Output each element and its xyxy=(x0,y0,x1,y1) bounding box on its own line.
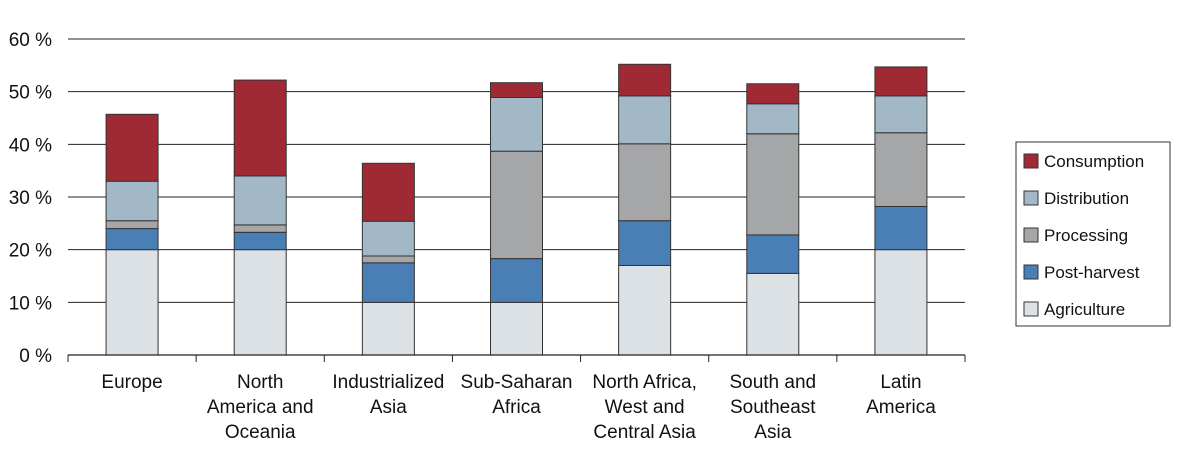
category-label: Latin xyxy=(880,372,921,393)
bar-segment-post-harvest xyxy=(490,258,543,303)
bar-segment-agriculture xyxy=(361,301,415,356)
bar-segment-processing xyxy=(618,143,672,222)
bar-segment-processing xyxy=(105,220,159,230)
legend: Consumption Distribution Processing Post-ha… xyxy=(1015,141,1171,327)
bar-segment-distribution xyxy=(874,95,928,134)
bar-segment-consumption xyxy=(490,82,543,98)
category-label: Industrialized xyxy=(332,372,444,393)
category-label: Asia xyxy=(754,422,791,443)
bar-segment-post-harvest xyxy=(361,262,415,303)
category-label: Southeast xyxy=(730,397,816,418)
bar-segment-post-harvest xyxy=(746,234,800,274)
category-label: America and xyxy=(207,397,314,418)
legend-label: Consumption xyxy=(1044,152,1144,171)
y-tick-label: 20 % xyxy=(9,241,52,262)
legend-label: Agriculture xyxy=(1044,300,1125,319)
bar-segment-processing xyxy=(233,224,287,233)
bar-segment-processing xyxy=(874,132,928,207)
legend-box xyxy=(1015,141,1171,327)
category-label: America xyxy=(866,397,936,418)
bar-segment-agriculture xyxy=(490,301,543,356)
bar-segment-agriculture xyxy=(105,249,159,356)
bar-segment-consumption xyxy=(233,79,287,177)
y-tick-label: 10 % xyxy=(9,293,52,314)
legend-swatch xyxy=(1023,190,1039,206)
bars xyxy=(105,63,928,356)
category-label: Central Asia xyxy=(593,422,696,443)
category-label: West and xyxy=(605,397,685,418)
category-label: South and xyxy=(729,372,816,393)
bar-segment-consumption xyxy=(361,162,415,222)
category-label: North Africa, xyxy=(592,372,697,393)
bar-segment-consumption xyxy=(746,83,800,105)
bar-segment-distribution xyxy=(618,95,672,145)
bar-segment-post-harvest xyxy=(233,231,287,251)
bar-segment-post-harvest xyxy=(618,220,672,266)
bar-segment-consumption xyxy=(618,63,672,97)
bar-segment-processing xyxy=(490,150,543,260)
y-tick-label: 30 % xyxy=(9,188,52,209)
y-tick-label: 60 % xyxy=(9,30,52,51)
y-tick-labels: 0 % 10 % 20 % 30 % 40 % 50 % 60 % xyxy=(9,30,52,367)
legend-label: Processing xyxy=(1044,226,1128,245)
legend-swatch xyxy=(1023,153,1039,169)
bar-segment-processing xyxy=(361,255,415,264)
category-label: Oceania xyxy=(225,422,296,443)
bar-segment-processing xyxy=(746,133,800,236)
y-tick-label: 40 % xyxy=(9,135,52,156)
category-label: Asia xyxy=(370,397,407,418)
legend-swatch xyxy=(1023,227,1039,243)
bar-segment-consumption xyxy=(105,113,159,182)
y-tick-label: 50 % xyxy=(9,83,52,104)
bar-segment-distribution xyxy=(746,103,800,135)
category-label: Sub-Saharan xyxy=(461,372,573,393)
legend-label: Distribution xyxy=(1044,189,1129,208)
bar-segment-distribution xyxy=(490,96,543,152)
category-label: Africa xyxy=(492,397,541,418)
bar-segment-agriculture xyxy=(746,272,800,356)
category-label: North xyxy=(237,372,283,393)
bar-segment-post-harvest xyxy=(874,205,928,251)
legend-swatch xyxy=(1023,301,1039,317)
bar-segment-agriculture xyxy=(874,249,928,356)
bar-segment-distribution xyxy=(233,175,287,226)
bar-segment-consumption xyxy=(874,66,928,97)
bar-segment-distribution xyxy=(361,220,415,257)
category-label: Europe xyxy=(101,372,162,393)
legend-label: Post-harvest xyxy=(1044,263,1140,282)
bar-segment-post-harvest xyxy=(105,228,159,251)
bar-segment-agriculture xyxy=(618,264,672,356)
bar-segment-agriculture xyxy=(233,249,287,356)
axes xyxy=(67,354,966,362)
y-tick-label: 0 % xyxy=(19,346,52,367)
category-labels: Europe North America and Oceania Industriali… xyxy=(101,372,936,443)
legend-swatch xyxy=(1023,264,1039,280)
bar-segment-distribution xyxy=(105,180,159,222)
